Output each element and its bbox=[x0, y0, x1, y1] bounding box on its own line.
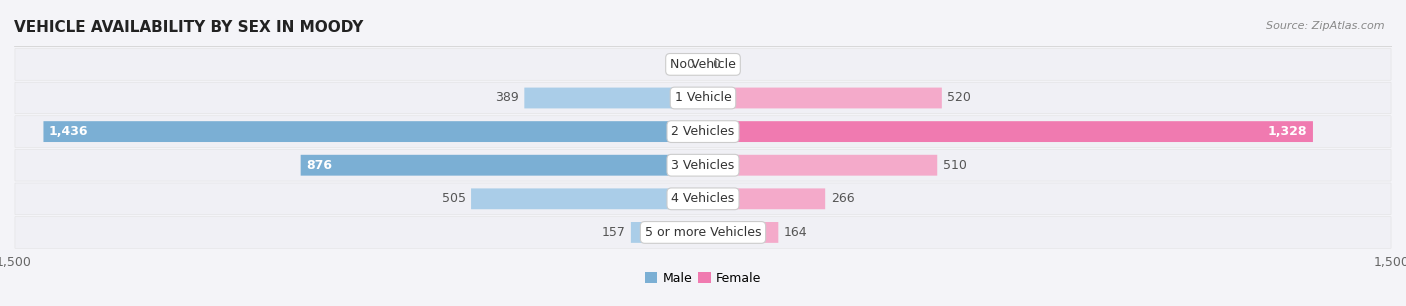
Text: 3 Vehicles: 3 Vehicles bbox=[672, 159, 734, 172]
Text: 389: 389 bbox=[495, 91, 519, 104]
Text: 1 Vehicle: 1 Vehicle bbox=[675, 91, 731, 104]
FancyBboxPatch shape bbox=[44, 121, 703, 142]
Text: VEHICLE AVAILABILITY BY SEX IN MOODY: VEHICLE AVAILABILITY BY SEX IN MOODY bbox=[14, 20, 363, 35]
Text: 2 Vehicles: 2 Vehicles bbox=[672, 125, 734, 138]
Text: 505: 505 bbox=[441, 192, 465, 205]
Text: 520: 520 bbox=[948, 91, 972, 104]
FancyBboxPatch shape bbox=[15, 82, 1391, 114]
FancyBboxPatch shape bbox=[301, 155, 703, 176]
FancyBboxPatch shape bbox=[703, 88, 942, 108]
Text: 157: 157 bbox=[602, 226, 626, 239]
Text: 1,436: 1,436 bbox=[49, 125, 89, 138]
Legend: Male, Female: Male, Female bbox=[640, 267, 766, 290]
FancyBboxPatch shape bbox=[703, 155, 938, 176]
Text: 0: 0 bbox=[686, 58, 693, 71]
FancyBboxPatch shape bbox=[15, 149, 1391, 181]
Text: Source: ZipAtlas.com: Source: ZipAtlas.com bbox=[1267, 21, 1385, 32]
Text: 510: 510 bbox=[943, 159, 967, 172]
FancyBboxPatch shape bbox=[15, 116, 1391, 147]
Text: 876: 876 bbox=[307, 159, 332, 172]
FancyBboxPatch shape bbox=[15, 217, 1391, 248]
Text: No Vehicle: No Vehicle bbox=[671, 58, 735, 71]
Text: 4 Vehicles: 4 Vehicles bbox=[672, 192, 734, 205]
Text: 1,328: 1,328 bbox=[1268, 125, 1308, 138]
FancyBboxPatch shape bbox=[15, 183, 1391, 215]
FancyBboxPatch shape bbox=[15, 49, 1391, 80]
FancyBboxPatch shape bbox=[703, 188, 825, 209]
Text: 164: 164 bbox=[783, 226, 807, 239]
FancyBboxPatch shape bbox=[524, 88, 703, 108]
Text: 266: 266 bbox=[831, 192, 855, 205]
FancyBboxPatch shape bbox=[703, 222, 779, 243]
Text: 0: 0 bbox=[713, 58, 720, 71]
Text: 5 or more Vehicles: 5 or more Vehicles bbox=[645, 226, 761, 239]
FancyBboxPatch shape bbox=[471, 188, 703, 209]
FancyBboxPatch shape bbox=[703, 121, 1313, 142]
FancyBboxPatch shape bbox=[631, 222, 703, 243]
